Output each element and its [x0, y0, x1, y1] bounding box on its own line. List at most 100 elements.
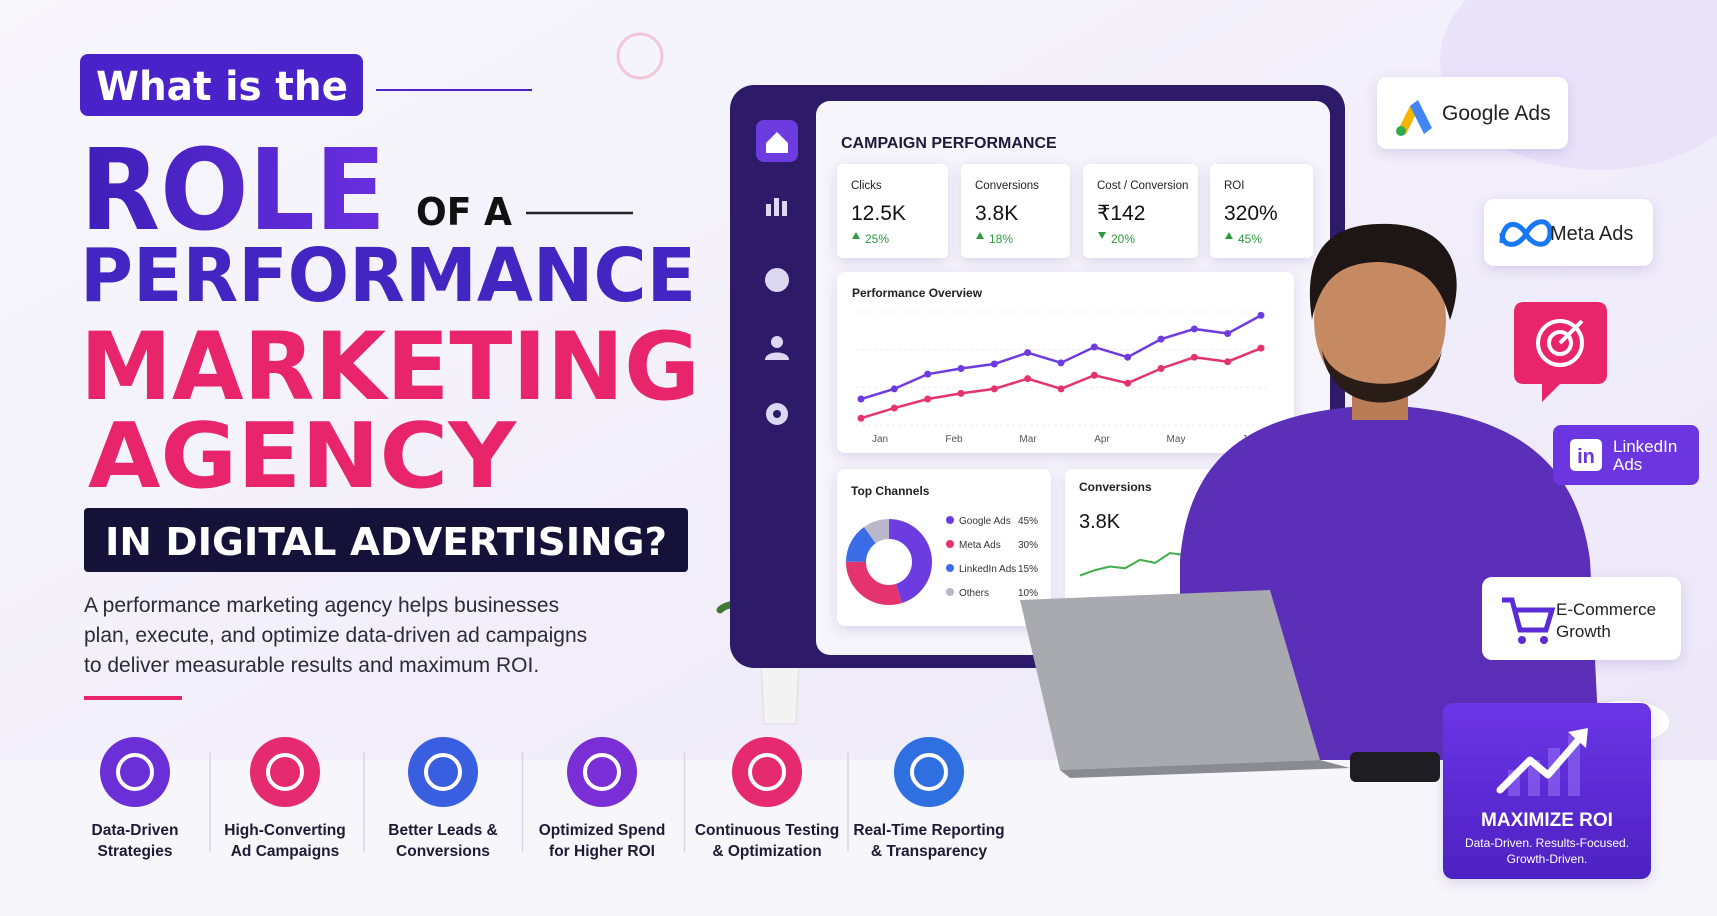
feature-label: Ad Campaigns: [231, 843, 340, 860]
month-label: Feb: [945, 434, 963, 445]
feature-icon: [567, 737, 637, 807]
ecommerce-text: E-Commerce: [1556, 600, 1656, 619]
overview-point: [857, 414, 865, 422]
legend-dot: [946, 516, 954, 524]
kpi-change: 25%: [865, 232, 889, 246]
google-logo: [1410, 100, 1432, 134]
legend-dot: [946, 540, 954, 548]
kpi-label: Clicks: [851, 180, 882, 192]
overview-point: [1090, 371, 1098, 379]
feature-icon-inner: [266, 753, 304, 791]
roi-line: Data-Driven. Results-Focused.: [1465, 836, 1629, 850]
conversions-title: Conversions: [1079, 480, 1152, 494]
overview-point: [890, 404, 898, 412]
overview-point: [990, 385, 998, 393]
legend-label: Google Ads: [959, 516, 1011, 527]
feature-label: & Transparency: [871, 843, 988, 860]
overview-point: [1124, 353, 1132, 361]
target-icon: [1558, 319, 1584, 345]
overview-point: [1257, 344, 1265, 352]
channels-chart: Google Ads 45% Meta Ads 30% LinkedIn Ads 15% O…: [846, 516, 1038, 605]
google-label: Google Ads: [1442, 102, 1551, 125]
conversions-card: [1065, 469, 1212, 619]
roi-card: [1443, 703, 1651, 879]
feature-label: for Higher ROI: [549, 843, 655, 860]
linkedin-logo: [1570, 439, 1602, 471]
legend-label: Meta Ads: [959, 540, 1001, 551]
nav-reports[interactable]: [766, 204, 771, 216]
linkedin-logo-text: in: [1577, 446, 1595, 468]
kpi-trend-arrow: [976, 232, 984, 239]
target-icon: [1536, 319, 1584, 367]
description-line: plan, execute, and optimize data-driven …: [84, 624, 587, 647]
overview-point: [857, 395, 865, 403]
ecommerce-text: Growth: [1556, 622, 1611, 641]
intro: What is the: [96, 64, 348, 110]
cart-icon: [1518, 636, 1526, 644]
month-label: Mar: [1019, 434, 1037, 445]
overview-point: [924, 395, 932, 403]
channels-title: Top Channels: [851, 484, 930, 498]
overview-card: [837, 272, 1294, 453]
nav-users[interactable]: [765, 352, 789, 361]
question-box: [84, 508, 688, 572]
kpi-value: 320%: [1224, 202, 1278, 225]
question: IN DIGITAL ADVERTISING?: [105, 520, 667, 564]
role: ROLE: [80, 126, 386, 256]
decor-ring: [616, 32, 664, 80]
features: Data-Driven Strategies High-Converting Ad C…: [92, 737, 1005, 860]
nav-reports[interactable]: [774, 198, 779, 216]
cart-icon: [1540, 636, 1548, 644]
kpi-trend-arrow: [852, 232, 860, 239]
overview-point: [1024, 375, 1032, 383]
roi-subtitle: Data-Driven. Results-Focused. Growth-Driv…: [1465, 836, 1629, 866]
overview-point: [1224, 329, 1232, 337]
feature-icon-inner: [424, 753, 462, 791]
overview-point: [1124, 379, 1132, 387]
roi-line: Growth-Driven.: [1507, 852, 1588, 866]
overview-point: [990, 360, 998, 368]
feature-label: Continuous Testing: [695, 822, 839, 839]
kpi-value: 3.8K: [975, 202, 1018, 225]
feature-icon: [408, 737, 478, 807]
legend-label: LinkedIn Ads: [959, 564, 1016, 575]
overview-point: [1157, 335, 1165, 343]
feature-label: Optimized Spend: [539, 822, 666, 839]
overview-point: [1190, 353, 1198, 361]
kpi-card: [837, 164, 948, 258]
description-line: to deliver measurable results and maximu…: [84, 654, 539, 677]
feature-icon: [100, 737, 170, 807]
kpi-card: [1083, 164, 1198, 258]
phone: [1350, 752, 1440, 782]
conversions-trend: [1079, 547, 1201, 577]
overview-point: [957, 389, 965, 397]
overview-point: [1190, 325, 1198, 333]
overview-point: [924, 370, 932, 378]
overview-point: [1157, 365, 1165, 372]
overview-point: [1057, 385, 1065, 393]
nav-users[interactable]: [771, 336, 783, 348]
feature-label: Conversions: [396, 843, 490, 860]
cart-icon: [1502, 597, 1556, 633]
google-logo: [1396, 126, 1406, 136]
nav-analytics[interactable]: [765, 268, 789, 292]
google-text: Google Ads: [1442, 102, 1551, 125]
kpi-label: Conversions: [975, 180, 1039, 192]
kpi-trend-arrow: [1098, 232, 1106, 239]
overview-title: Performance Overview: [852, 286, 983, 300]
performance: PERFORMANCE: [80, 233, 696, 319]
roi-arrow-head: [1568, 728, 1588, 748]
overview-point: [1057, 359, 1065, 367]
dashboard-title: CAMPAIGN PERFORMANCE: [841, 135, 1057, 152]
linkedin-text: Ads: [1613, 455, 1642, 474]
laptop: [1020, 590, 1320, 770]
laptop-base: [1060, 760, 1350, 778]
legend-value: 45%: [1018, 516, 1038, 527]
ecommerce-card: [1482, 577, 1681, 660]
feature-icon: [894, 737, 964, 807]
of-a: OF A: [416, 190, 513, 234]
nav-reports[interactable]: [782, 201, 787, 216]
donut-segment: [846, 519, 932, 605]
feature-icon: [250, 737, 320, 807]
